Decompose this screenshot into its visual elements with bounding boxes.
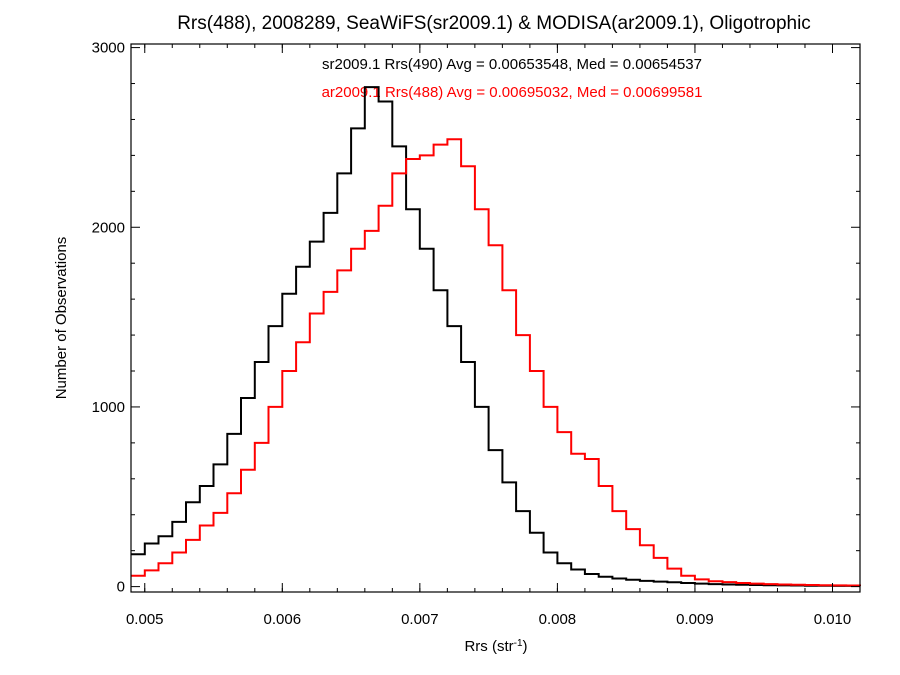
y-tick-label: 1000: [92, 399, 125, 416]
y-tick-label: 2000: [92, 219, 125, 236]
x-axis-label-base: Rrs (str: [464, 638, 513, 655]
x-axis-label-close: ): [523, 638, 528, 655]
chart-title: Rrs(488), 2008289, SeaWiFS(sr2009.1) & M…: [177, 13, 811, 34]
x-tick-label: 0.005: [126, 611, 164, 628]
y-axis: 0 1000 2000 3000: [92, 40, 860, 596]
y-axis-label: Number of Observations: [53, 237, 70, 400]
annotation-sr2009: sr2009.1 Rrs(490) Avg = 0.00653548, Med …: [322, 56, 702, 73]
series-line-1: [131, 138, 861, 587]
x-axis-label-superscript: -1: [514, 638, 523, 649]
x-axis: 0.005 0.006 0.007 0.008 0.009 0.010: [126, 44, 851, 628]
annotation-ar2009: ar2009.1 Rrs(488) Avg = 0.00695032, Med …: [322, 84, 703, 101]
x-tick-label: 0.010: [814, 611, 852, 628]
series-layer: [131, 86, 861, 587]
x-tick-label: 0.008: [539, 611, 577, 628]
x-tick-label: 0.006: [264, 611, 302, 628]
x-tick-label: 0.007: [401, 611, 439, 628]
plot-frame: [130, 43, 861, 593]
x-tick-label: 0.009: [676, 611, 714, 628]
y-tick-label: 0: [117, 579, 125, 596]
y-tick-label: 3000: [92, 40, 125, 57]
x-axis-label: Rrs (str-1): [464, 638, 527, 656]
series-line-0: [131, 86, 861, 587]
